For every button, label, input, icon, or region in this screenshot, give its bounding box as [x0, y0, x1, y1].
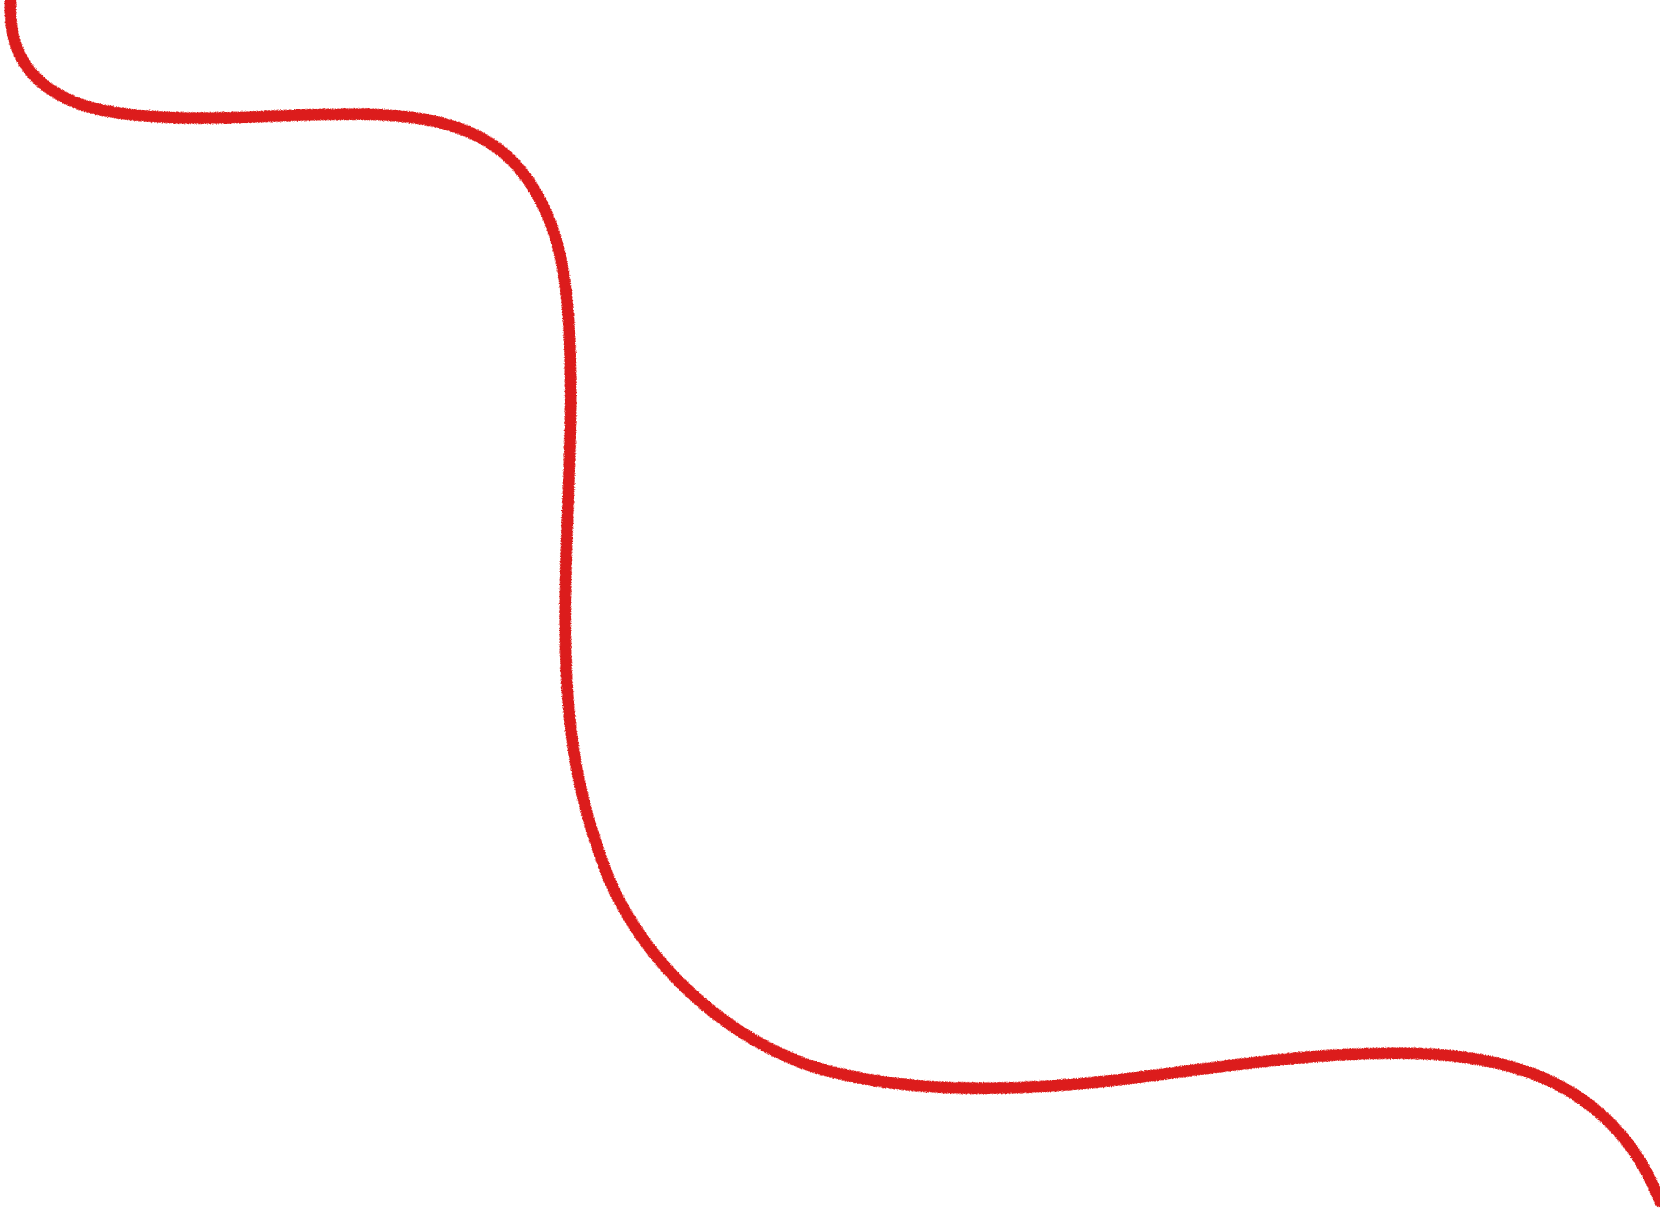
red-stroke: [4, 0, 1660, 1208]
